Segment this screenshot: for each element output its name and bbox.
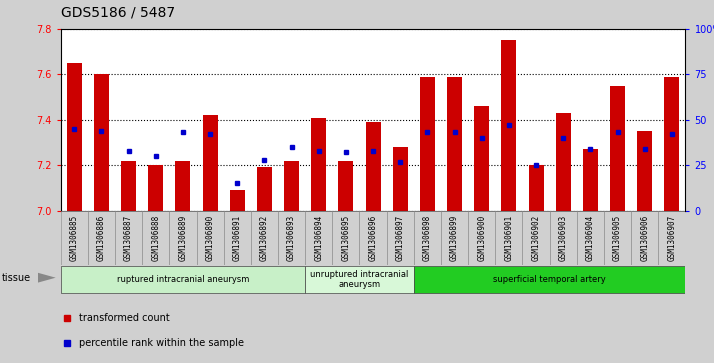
Bar [278,211,305,265]
Bar [447,77,462,211]
Text: GSM1306902: GSM1306902 [531,215,540,261]
Polygon shape [38,273,56,283]
Bar [176,160,191,211]
Text: GSM1306890: GSM1306890 [206,215,215,261]
Bar [230,190,245,211]
Bar [196,211,223,265]
Bar [257,167,272,211]
Text: superficial temporal artery: superficial temporal artery [493,275,606,284]
Text: transformed count: transformed count [79,313,170,323]
Text: GSM1306891: GSM1306891 [233,215,242,261]
Bar [577,211,604,265]
Bar [115,211,142,265]
Bar [387,211,414,265]
Bar [496,211,523,265]
Text: tissue: tissue [2,273,31,283]
Bar [637,131,652,211]
Bar [414,211,441,265]
Bar [420,77,435,211]
Text: GSM1306906: GSM1306906 [640,215,649,261]
Bar [583,149,598,211]
Bar [665,77,679,211]
Text: GSM1306895: GSM1306895 [341,215,351,261]
Bar [528,165,543,211]
Text: GSM1306899: GSM1306899 [450,215,459,261]
Bar [501,40,516,211]
Bar [94,74,109,211]
Bar [468,211,496,265]
Text: GDS5186 / 5487: GDS5186 / 5487 [61,6,175,20]
Bar [305,211,332,265]
Bar [332,211,359,265]
Bar [149,165,164,211]
Bar [414,266,685,293]
Bar [284,160,299,211]
Text: GSM1306894: GSM1306894 [314,215,323,261]
Bar [631,211,658,265]
Bar [393,147,408,211]
Bar [366,122,381,211]
Text: GSM1306896: GSM1306896 [368,215,378,261]
Bar [359,211,387,265]
Bar [523,211,550,265]
Text: GSM1306889: GSM1306889 [178,215,187,261]
Bar [61,266,305,293]
Text: GSM1306897: GSM1306897 [396,215,405,261]
Text: GSM1306892: GSM1306892 [260,215,269,261]
Text: GSM1306888: GSM1306888 [151,215,160,261]
Bar [121,160,136,211]
Text: GSM1306905: GSM1306905 [613,215,622,261]
Text: GSM1306885: GSM1306885 [70,215,79,261]
Bar [223,211,251,265]
Bar [555,113,570,211]
Bar [305,266,414,293]
Bar [169,211,196,265]
Text: unruptured intracranial
aneurysm: unruptured intracranial aneurysm [311,270,408,289]
Text: GSM1306904: GSM1306904 [586,215,595,261]
Bar [604,211,631,265]
Text: GSM1306886: GSM1306886 [97,215,106,261]
Bar [610,86,625,211]
Bar [142,211,169,265]
Text: GSM1306903: GSM1306903 [559,215,568,261]
Bar [88,211,115,265]
Text: GSM1306901: GSM1306901 [504,215,513,261]
Text: GSM1306907: GSM1306907 [668,215,676,261]
Bar [441,211,468,265]
Text: ruptured intracranial aneurysm: ruptured intracranial aneurysm [116,275,249,284]
Bar [251,211,278,265]
Bar [658,211,685,265]
Bar [67,63,81,211]
Bar [338,160,353,211]
Bar [203,115,218,211]
Bar [474,106,489,211]
Text: GSM1306893: GSM1306893 [287,215,296,261]
Text: GSM1306898: GSM1306898 [423,215,432,261]
Bar [550,211,577,265]
Bar [61,211,88,265]
Bar [311,118,326,211]
Text: GSM1306887: GSM1306887 [124,215,133,261]
Text: GSM1306900: GSM1306900 [477,215,486,261]
Text: percentile rank within the sample: percentile rank within the sample [79,338,244,348]
